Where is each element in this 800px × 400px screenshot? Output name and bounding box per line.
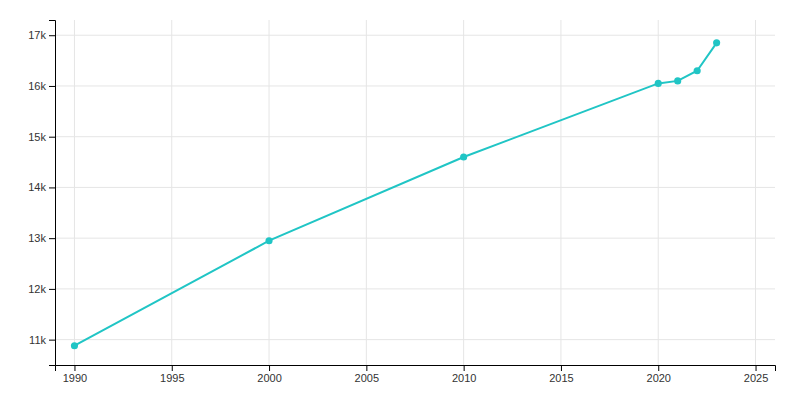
grid-line-y <box>55 238 775 239</box>
grid-line-y <box>55 187 775 188</box>
marker <box>694 67 701 74</box>
plot: 1990 1995 2000 2005 2010 2015 2020 2025 11k 12k 13… <box>28 20 775 384</box>
y-tick-label: 15k <box>28 131 46 143</box>
x-tick-mark <box>561 365 562 371</box>
page: {"chart_data": {"type": "line", "x": [19… <box>0 0 800 400</box>
y-tick-mark <box>49 187 55 188</box>
x-tick-label: 2005 <box>355 372 379 384</box>
y-tick-mark <box>49 340 55 341</box>
x-tick-mark <box>172 365 173 371</box>
grid-line-y <box>55 35 775 36</box>
y-tick-mark <box>49 238 55 239</box>
marker <box>713 39 720 46</box>
x-tick: 1990 <box>63 365 87 384</box>
line <box>74 43 716 346</box>
marker <box>265 237 272 244</box>
x-tick-label: 1990 <box>63 372 87 384</box>
y-axis-line <box>49 21 56 366</box>
x-tick-mark <box>366 365 367 371</box>
grid-line-x <box>171 20 172 365</box>
grid-line-x <box>366 20 367 365</box>
y-tick-mark <box>49 289 55 290</box>
y-tick: 15k <box>28 131 55 143</box>
y-tick-label: 11k <box>29 334 46 346</box>
y-tick: 11k <box>29 334 55 346</box>
x-tick-label: 1995 <box>160 372 184 384</box>
grid-line-x <box>463 20 464 365</box>
y-tick-label: 17k <box>28 29 46 41</box>
y-tick-label: 14k <box>28 181 46 193</box>
grid-line-x <box>74 20 75 365</box>
y-tick-mark <box>49 86 55 87</box>
y-axis: 11k 12k 13k 14k 15k 16k 17k <box>28 21 55 366</box>
y-tick-mark <box>49 35 55 36</box>
y-tick: 16k <box>28 80 55 92</box>
x-tick: 1995 <box>160 365 184 384</box>
marker <box>460 153 467 160</box>
grid-line-x <box>560 20 561 365</box>
x-tick: 2010 <box>452 365 476 384</box>
chart: 1990 1995 2000 2005 2010 2015 2020 2025 11k 12k 13… <box>0 0 800 400</box>
y-tick-label: 12k <box>28 283 46 295</box>
marks <box>71 39 720 349</box>
grid-line-y <box>55 288 775 289</box>
x-tick-label: 2000 <box>257 372 281 384</box>
x-tick-mark <box>658 365 659 371</box>
marker <box>71 342 78 349</box>
y-tick: 17k <box>28 29 55 41</box>
grid-line-y <box>55 136 775 137</box>
grid-line-x <box>755 20 756 365</box>
marker <box>655 80 662 87</box>
y-tick-mark <box>49 137 55 138</box>
x-tick: 2015 <box>549 365 573 384</box>
x-tick: 2025 <box>744 365 768 384</box>
x-tick: 2000 <box>257 365 281 384</box>
x-tick-label: 2025 <box>744 372 768 384</box>
grid-line-y <box>55 339 775 340</box>
x-axis: 1990 1995 2000 2005 2010 2015 2020 2025 <box>56 365 776 384</box>
x-tick-mark <box>269 365 270 371</box>
grid <box>55 20 775 365</box>
y-tick: 12k <box>28 283 55 295</box>
x-axis-line <box>56 366 776 372</box>
y-tick: 14k <box>28 181 55 193</box>
y-tick-label: 16k <box>28 80 46 92</box>
grid-line-x <box>658 20 659 365</box>
y-tick: 13k <box>28 232 55 244</box>
grid-line-y <box>55 85 775 86</box>
y-tick-label: 13k <box>28 232 46 244</box>
x-tick-mark <box>464 365 465 371</box>
x-tick-mark <box>756 365 757 371</box>
x-tick: 2020 <box>647 365 671 384</box>
x-tick: 2005 <box>355 365 379 384</box>
x-tick-mark <box>74 365 75 371</box>
x-tick-label: 2010 <box>452 372 476 384</box>
marker <box>674 77 681 84</box>
x-tick-label: 2020 <box>647 372 671 384</box>
grid-line-x <box>269 20 270 365</box>
x-tick-label: 2015 <box>549 372 573 384</box>
